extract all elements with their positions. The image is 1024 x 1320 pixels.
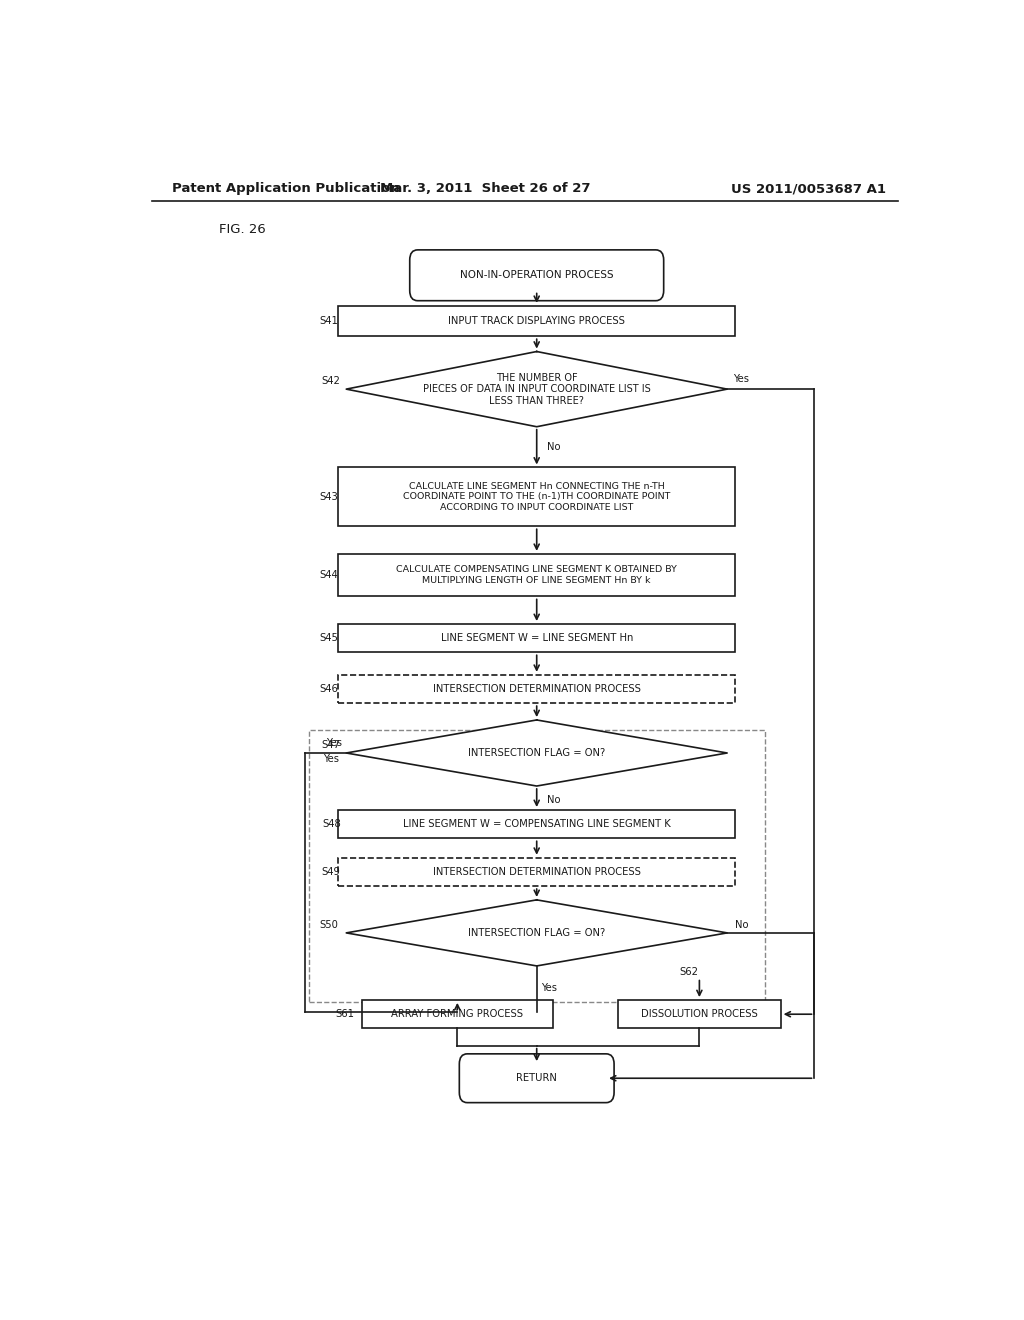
Text: S41: S41 — [319, 315, 338, 326]
Text: DISSOLUTION PROCESS: DISSOLUTION PROCESS — [641, 1010, 758, 1019]
FancyBboxPatch shape — [460, 1053, 614, 1102]
FancyBboxPatch shape — [410, 249, 664, 301]
Text: INTERSECTION FLAG = ON?: INTERSECTION FLAG = ON? — [468, 928, 605, 939]
Text: US 2011/0053687 A1: US 2011/0053687 A1 — [731, 182, 886, 195]
Bar — [338, 624, 735, 652]
Text: S48: S48 — [322, 820, 341, 829]
Text: FIG. 26: FIG. 26 — [219, 223, 266, 236]
Text: Yes: Yes — [324, 754, 339, 764]
Polygon shape — [346, 719, 727, 785]
Text: THE NUMBER OF
PIECES OF DATA IN INPUT COORDINATE LIST IS
LESS THAN THREE?: THE NUMBER OF PIECES OF DATA IN INPUT CO… — [423, 372, 650, 405]
Text: S46: S46 — [319, 684, 338, 694]
Text: No: No — [547, 442, 560, 451]
Polygon shape — [346, 900, 727, 966]
Text: Yes: Yes — [327, 738, 342, 748]
Text: S44: S44 — [319, 570, 338, 579]
Bar — [338, 675, 735, 704]
Text: CALCULATE COMPENSATING LINE SEGMENT K OBTAINED BY
MULTIPLYING LENGTH OF LINE SEG: CALCULATE COMPENSATING LINE SEGMENT K OB… — [396, 565, 677, 585]
Text: No: No — [547, 795, 560, 805]
Bar — [362, 1001, 553, 1028]
Text: INTERSECTION DETERMINATION PROCESS: INTERSECTION DETERMINATION PROCESS — [433, 684, 641, 694]
Text: S49: S49 — [322, 867, 341, 876]
Bar — [338, 467, 735, 527]
Bar — [338, 858, 735, 886]
Text: Mar. 3, 2011  Sheet 26 of 27: Mar. 3, 2011 Sheet 26 of 27 — [380, 182, 591, 195]
Text: S47: S47 — [322, 741, 341, 750]
Text: RETURN: RETURN — [516, 1073, 557, 1084]
Text: S62: S62 — [680, 966, 698, 977]
Text: ARRAY FORMING PROCESS: ARRAY FORMING PROCESS — [391, 1010, 523, 1019]
Text: INTERSECTION DETERMINATION PROCESS: INTERSECTION DETERMINATION PROCESS — [433, 867, 641, 876]
Text: S45: S45 — [319, 634, 338, 643]
Bar — [309, 730, 765, 1002]
Text: S61: S61 — [335, 1010, 354, 1019]
Text: CALCULATE LINE SEGMENT Hn CONNECTING THE n-TH
COORDINATE POINT TO THE (n-1)TH CO: CALCULATE LINE SEGMENT Hn CONNECTING THE… — [403, 482, 671, 512]
Polygon shape — [346, 351, 727, 426]
Text: LINE SEGMENT W = LINE SEGMENT Hn: LINE SEGMENT W = LINE SEGMENT Hn — [440, 634, 633, 643]
Text: Yes: Yes — [733, 374, 750, 384]
Text: NON-IN-OPERATION PROCESS: NON-IN-OPERATION PROCESS — [460, 271, 613, 280]
Text: S43: S43 — [319, 492, 338, 502]
Bar — [338, 306, 735, 337]
Text: S50: S50 — [319, 920, 338, 929]
Text: Yes: Yes — [541, 983, 557, 993]
Text: INPUT TRACK DISPLAYING PROCESS: INPUT TRACK DISPLAYING PROCESS — [449, 315, 625, 326]
Text: INTERSECTION FLAG = ON?: INTERSECTION FLAG = ON? — [468, 748, 605, 758]
Text: S42: S42 — [322, 376, 341, 385]
Text: No: No — [735, 920, 749, 929]
Bar — [338, 554, 735, 597]
Bar — [618, 1001, 780, 1028]
Text: LINE SEGMENT W = COMPENSATING LINE SEGMENT K: LINE SEGMENT W = COMPENSATING LINE SEGME… — [402, 820, 671, 829]
Text: Patent Application Publication: Patent Application Publication — [172, 182, 399, 195]
Bar — [338, 810, 735, 838]
